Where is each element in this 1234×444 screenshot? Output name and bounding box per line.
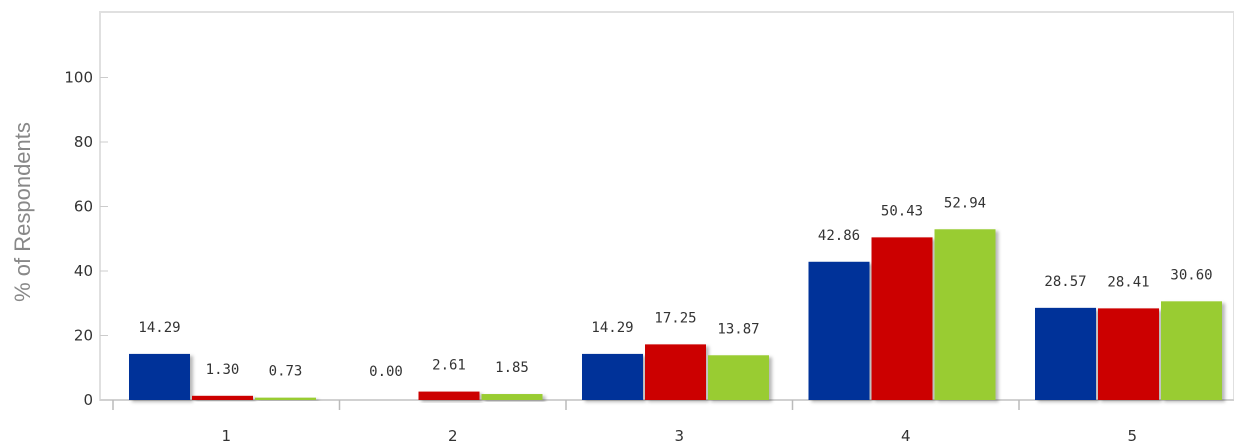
y-tick-label: 0 bbox=[83, 391, 93, 409]
x-tick-label: 1 bbox=[221, 427, 231, 444]
data-label: 14.29 bbox=[591, 320, 633, 336]
bar bbox=[481, 394, 543, 400]
y-axis-title: % of Respondents bbox=[10, 122, 35, 302]
bar bbox=[808, 261, 870, 400]
y-axis: 0 20 40 60 80 100 bbox=[64, 69, 108, 409]
data-label: 1.30 bbox=[206, 362, 240, 378]
bar bbox=[1161, 301, 1222, 400]
data-label: 13.87 bbox=[717, 321, 759, 337]
data-label: 42.86 bbox=[818, 228, 860, 244]
bar bbox=[934, 229, 996, 400]
bar bbox=[1035, 307, 1096, 400]
data-label: 17.25 bbox=[654, 310, 696, 326]
y-tick-label: 80 bbox=[74, 133, 93, 151]
data-label: 28.57 bbox=[1044, 274, 1086, 290]
data-label: 1.85 bbox=[495, 360, 529, 376]
data-label: 52.94 bbox=[944, 195, 986, 211]
data-label: 2.61 bbox=[432, 358, 466, 374]
data-label: 28.41 bbox=[1107, 274, 1149, 290]
x-tick-label: 4 bbox=[901, 427, 911, 444]
data-label: 0.00 bbox=[369, 364, 403, 380]
data-label: 30.60 bbox=[1170, 267, 1212, 283]
bars bbox=[129, 229, 1222, 400]
data-label: 50.43 bbox=[881, 203, 923, 219]
y-tick-label: 40 bbox=[74, 262, 93, 280]
bar bbox=[871, 237, 933, 400]
bar bbox=[1098, 308, 1159, 400]
data-label: 14.29 bbox=[138, 320, 180, 336]
x-tick-label: 3 bbox=[674, 427, 684, 444]
bar bbox=[645, 344, 706, 400]
bar bbox=[708, 355, 769, 400]
bar bbox=[418, 391, 480, 400]
bar bbox=[129, 353, 190, 400]
data-labels: 14.29 1.30 0.73 0.00 2.61 1.85 14.29 17.25 13.87… bbox=[138, 195, 1212, 380]
bar bbox=[192, 395, 253, 400]
bar bbox=[582, 353, 643, 400]
x-tick-label: 5 bbox=[1127, 427, 1137, 444]
data-label: 0.73 bbox=[269, 364, 303, 380]
y-tick-label: 100 bbox=[64, 69, 93, 87]
x-axis: 1 2 3 4 5 bbox=[100, 399, 1234, 444]
y-tick-label: 60 bbox=[74, 198, 93, 216]
y-tick-label: 20 bbox=[74, 327, 93, 345]
bar bbox=[255, 397, 316, 400]
x-tick-label: 2 bbox=[448, 427, 458, 444]
